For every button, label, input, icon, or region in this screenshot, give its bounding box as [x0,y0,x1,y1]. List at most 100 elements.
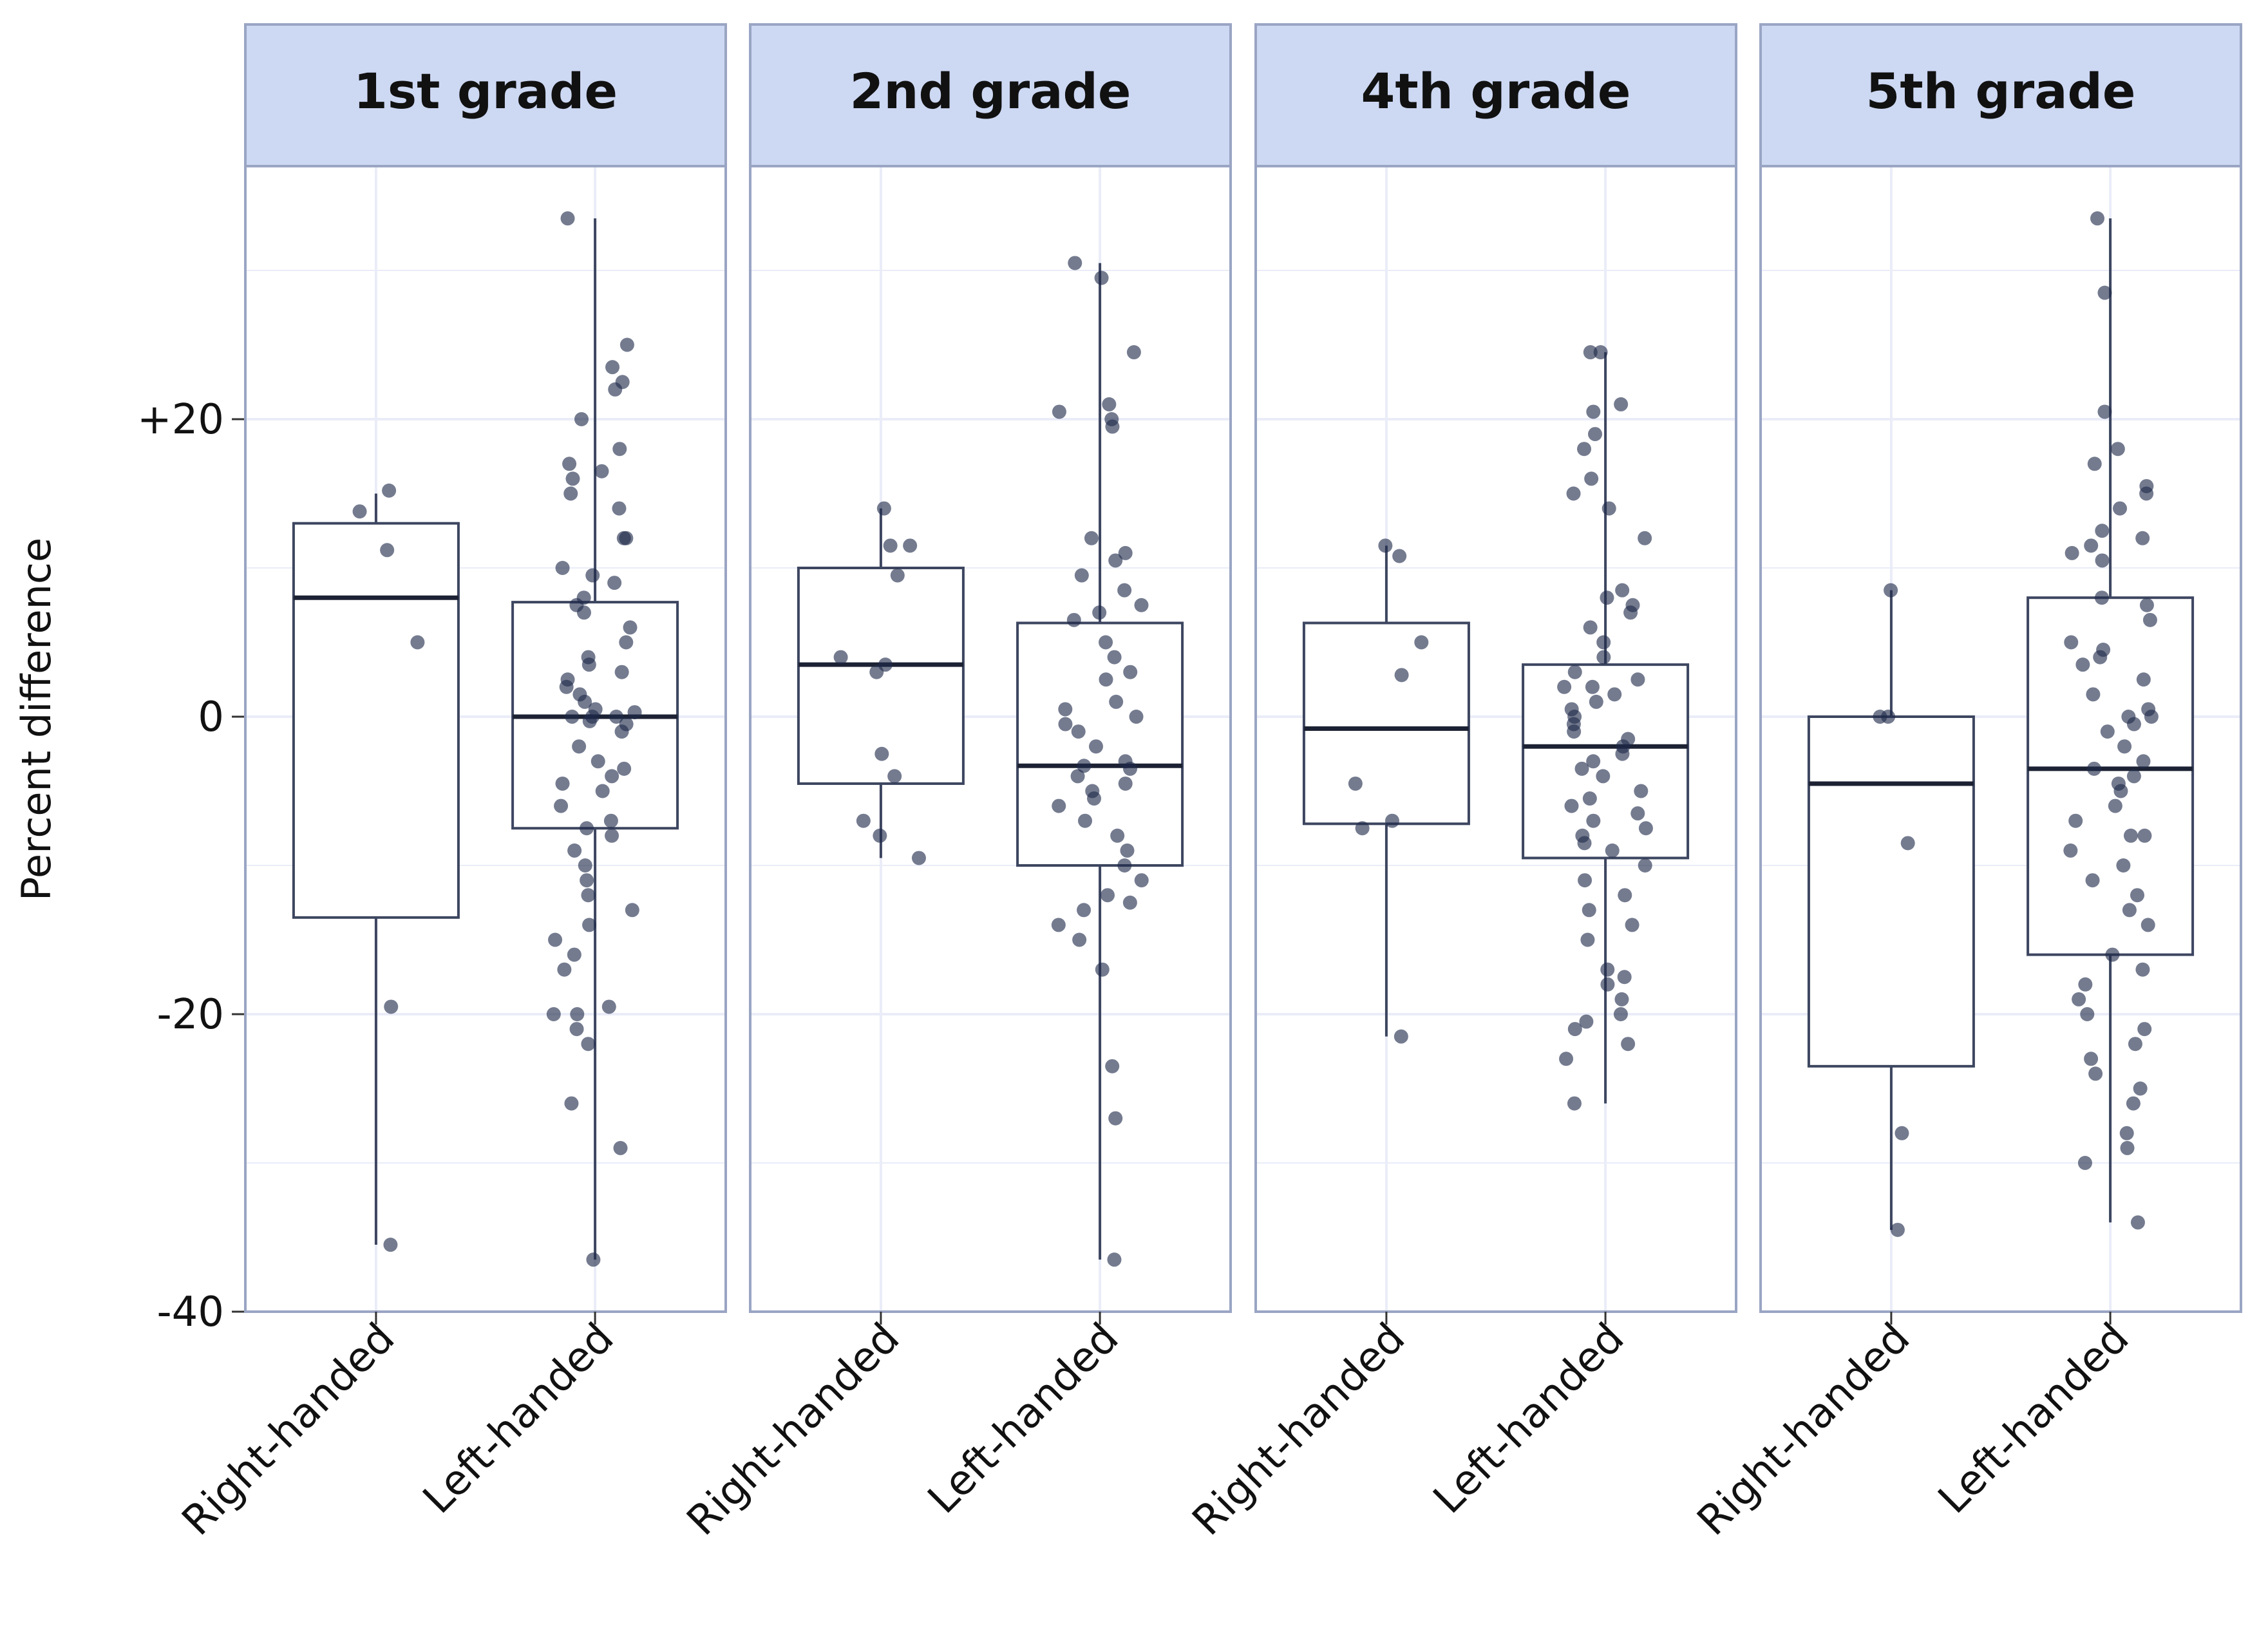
data-point [1392,549,1407,563]
data-point [595,784,610,798]
y-tick-label: +20 [137,396,224,444]
iqr-box [2027,596,2195,956]
data-point [1582,903,1596,918]
box-right-handed [1807,583,1975,1237]
iqr-box [292,522,460,919]
panel-border [749,165,1232,1313]
data-point [911,851,926,865]
data-point [1583,620,1598,635]
data-point [1102,397,1117,411]
data-point [1614,992,1629,1006]
data-point [555,561,570,575]
data-point [2072,992,2086,1006]
data-point [617,761,632,776]
data-point [2116,858,2131,873]
data-point [546,1007,561,1021]
data-point [2065,545,2079,560]
data-point [1117,583,1132,598]
data-point [1109,694,1124,709]
data-point [1900,836,1915,851]
data-point [2100,724,2115,739]
data-point [1586,754,1601,769]
facet-title: 1st grade [354,62,618,120]
data-point [2137,828,2152,843]
data-point [1630,806,1645,821]
data-point [1414,635,1429,650]
data-point [1355,821,1370,836]
data-point [2136,754,2151,769]
data-point [1585,679,1600,694]
data-point [873,828,887,843]
data-point [382,483,397,498]
data-point [625,903,639,918]
data-point [2122,903,2137,918]
data-point [1118,545,1133,560]
data-point [1072,932,1087,947]
data-point [559,679,574,694]
data-point [1574,761,1589,776]
data-point [1052,404,1066,419]
data-point [1596,769,1611,784]
data-point [2113,501,2128,516]
data-point [1586,813,1601,828]
data-point [2136,672,2151,687]
data-point [591,754,605,769]
data-point [585,568,600,583]
data-point [1566,486,1581,501]
data-point [2126,717,2141,732]
data-point [1095,962,1110,977]
data-point [562,457,577,471]
data-point [1615,746,1630,761]
data-point [1621,1037,1636,1052]
data-point [581,1037,596,1052]
data-point [612,501,627,516]
data-point [2063,843,2078,858]
facet-strip [749,23,1232,167]
data-point [1588,427,1603,442]
data-point [1134,598,1149,612]
data-point [554,798,569,813]
iqr-box [1522,663,1690,860]
data-point [2093,650,2108,665]
data-point [1578,873,1592,888]
data-point [1394,668,1409,683]
data-point [1567,1096,1582,1111]
box-left-handed [511,211,679,1267]
data-point [612,442,627,457]
facet-title: 4th grade [1361,62,1631,120]
data-point [574,412,589,426]
facet-panel: 4th grade Right-handed Left-handed [1184,23,1737,1545]
box-right-handed [797,501,965,865]
data-point [1068,256,1082,270]
data-point [1099,672,1113,687]
panel-border [1759,165,2242,1313]
data-point [2144,710,2159,724]
facet-strip [1254,23,1737,167]
data-point [887,769,902,784]
data-point [1600,962,1615,977]
data-point [2140,918,2155,932]
data-point [564,1096,579,1111]
y-axis-label: Percent difference [13,538,60,901]
data-point [2139,598,2154,612]
data-point [576,605,591,620]
data-point [2084,1052,2099,1066]
data-point [613,1140,628,1155]
data-point [586,1252,601,1267]
data-point [1600,590,1614,605]
data-point [1105,1059,1120,1073]
data-point [1058,717,1073,732]
data-point [380,543,395,558]
data-point [1089,739,1104,754]
data-point [2120,1140,2135,1155]
data-point [2064,635,2079,650]
data-point [1094,270,1109,285]
data-point [1110,828,1125,843]
data-point [548,932,563,947]
data-point [1129,710,1144,724]
data-point [605,828,619,843]
data-point [2135,962,2150,977]
data-point [1100,888,1115,903]
data-point [1600,977,1615,992]
